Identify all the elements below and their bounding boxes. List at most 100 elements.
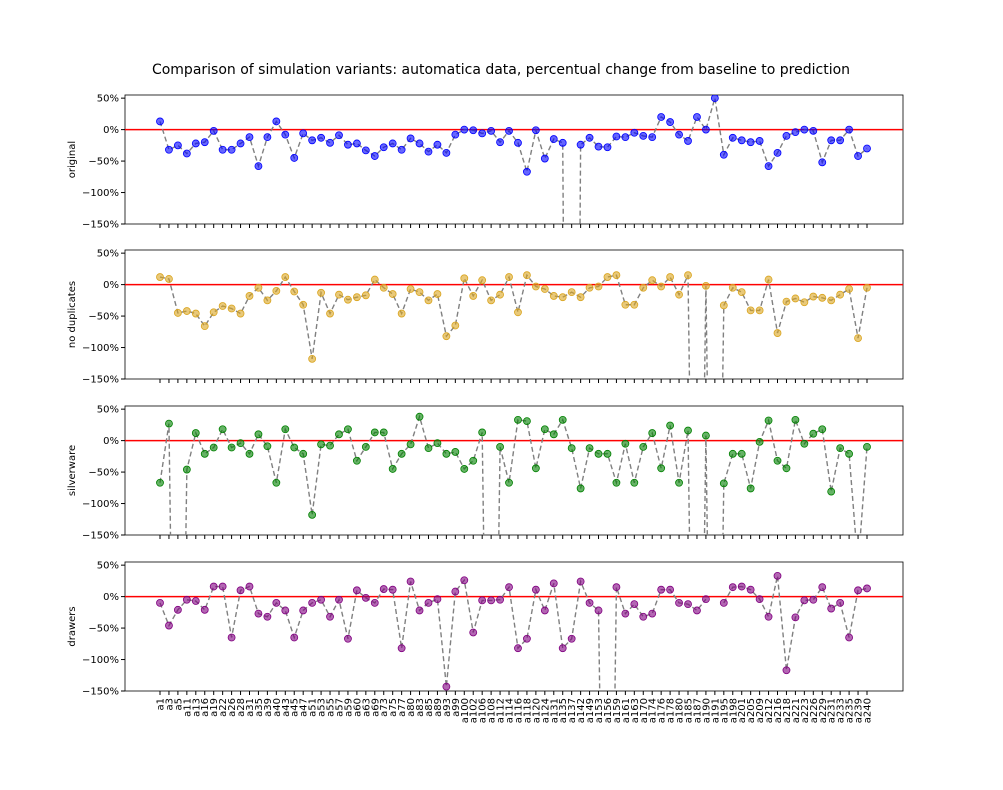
point: [469, 292, 478, 300]
point: [737, 288, 746, 297]
point: [433, 140, 442, 149]
point: [558, 293, 567, 302]
point: [451, 448, 460, 456]
point: [827, 296, 836, 305]
x-tick-label: a53: [317, 698, 328, 717]
y-tick-label: 0%: [103, 280, 119, 291]
x-tick-label: a89: [433, 698, 444, 717]
y-axis-label: original: [67, 141, 78, 178]
point: [299, 300, 308, 309]
point: [567, 288, 576, 297]
point: [496, 290, 504, 299]
x-tick-label: a118: [522, 698, 533, 723]
point: [460, 125, 469, 134]
point: [737, 449, 746, 458]
x-tick-label: a69: [370, 698, 381, 717]
point: [442, 449, 451, 458]
point: [308, 599, 317, 607]
point: [245, 449, 254, 458]
point: [603, 449, 612, 458]
point: [818, 158, 827, 167]
x-tick-label: a83: [415, 698, 426, 717]
point: [791, 128, 800, 137]
point: [728, 133, 737, 142]
point: [800, 298, 809, 307]
point: [791, 294, 800, 303]
point: [388, 465, 397, 473]
point: [773, 456, 782, 465]
point: [746, 484, 755, 493]
x-tick-label: a218: [782, 698, 793, 723]
point: [621, 300, 630, 309]
x-tick-label: a163: [630, 698, 641, 723]
y-tick-label: −50%: [88, 624, 119, 635]
point: [684, 137, 692, 145]
point: [728, 583, 737, 592]
point: [478, 276, 487, 285]
point: [424, 296, 433, 305]
point: [764, 416, 773, 425]
y-axis-label: drawers: [67, 606, 78, 646]
x-tick-label: a201: [737, 698, 748, 723]
point: [424, 444, 433, 453]
point: [737, 582, 746, 591]
point: [460, 576, 469, 585]
point: [245, 292, 254, 300]
point: [594, 282, 603, 291]
series: [125, 271, 903, 379]
point: [254, 162, 263, 171]
point: [370, 275, 379, 284]
point: [773, 148, 782, 157]
point: [549, 135, 558, 143]
point: [460, 274, 469, 283]
point: [308, 354, 317, 363]
point: [388, 585, 397, 594]
point: [290, 154, 299, 162]
point: [666, 118, 675, 126]
point: [379, 428, 388, 437]
x-tick-label: a26: [227, 698, 238, 717]
x-tick-label: a223: [800, 698, 811, 723]
point: [182, 149, 191, 158]
y-tick-label: −50%: [88, 157, 119, 168]
point: [657, 464, 666, 473]
point: [505, 273, 513, 281]
point: [200, 605, 209, 614]
point: [344, 140, 352, 149]
point: [531, 126, 540, 135]
point: [693, 113, 701, 121]
point: [702, 595, 710, 604]
point: [156, 599, 164, 607]
y-tick-label: −100%: [82, 188, 119, 199]
point: [845, 633, 854, 642]
x-tick-label: a174: [648, 698, 659, 723]
point: [406, 285, 415, 293]
point: [478, 129, 487, 138]
point: [657, 585, 666, 594]
point: [827, 604, 836, 613]
x-tick-label: a102: [469, 698, 480, 723]
point: [308, 510, 317, 519]
point: [370, 599, 379, 607]
point: [836, 444, 845, 453]
x-tick-label: a22: [218, 698, 229, 717]
x-tick-label: a106: [478, 698, 489, 723]
y-tick-label: 0%: [103, 436, 119, 447]
point: [702, 431, 710, 440]
point: [227, 443, 236, 452]
x-tick-label: a11: [182, 698, 193, 717]
point: [191, 429, 200, 437]
point: [531, 464, 540, 473]
point: [603, 273, 612, 281]
x-tick-label: a149: [585, 698, 596, 723]
point: [254, 609, 263, 618]
point: [317, 595, 325, 604]
point: [272, 117, 281, 126]
point: [281, 425, 290, 434]
point: [406, 440, 415, 449]
x-tick-label: a191: [710, 698, 721, 723]
point: [639, 443, 648, 451]
point: [684, 600, 692, 609]
point: [845, 449, 854, 458]
point: [782, 464, 791, 473]
